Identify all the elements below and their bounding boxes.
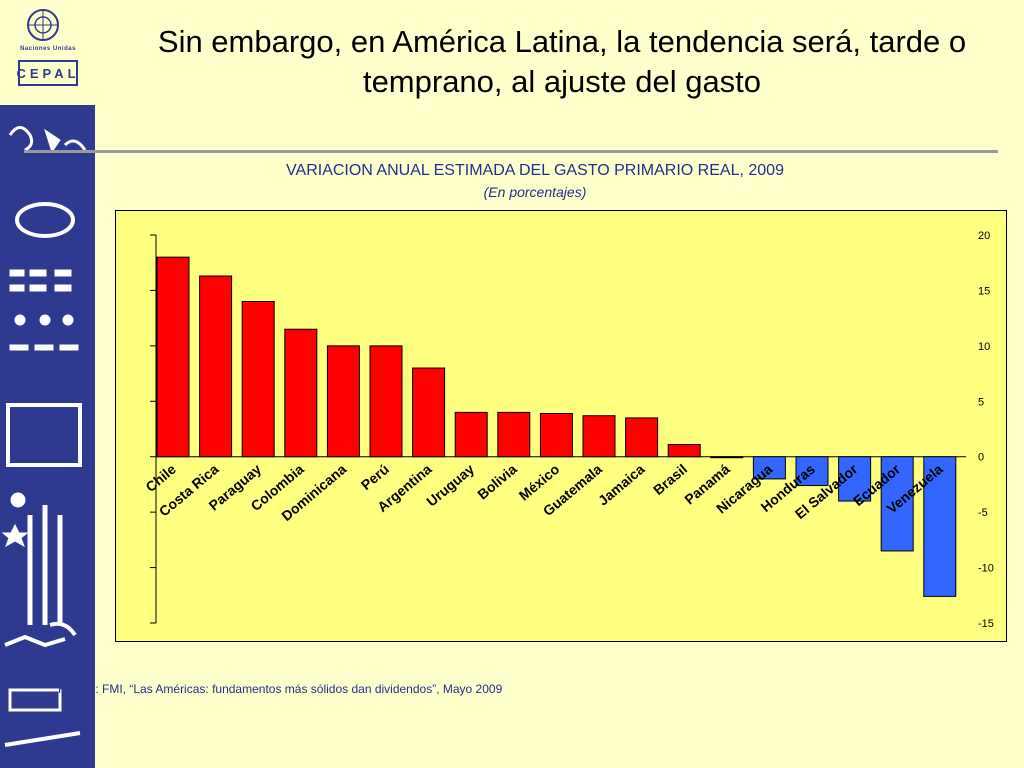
title-divider (24, 150, 998, 153)
y-tick-label: 5 (978, 396, 984, 408)
bar-paraguay (241, 301, 275, 458)
y-tick-label: 15 (978, 285, 990, 297)
y-tick-label: -15 (978, 618, 994, 630)
y-tick-label: -5 (978, 507, 988, 519)
y-tick-label: 0 (978, 452, 984, 464)
category-label: Chile (142, 461, 179, 495)
bar-dominicana (326, 345, 360, 458)
bar-méxico (539, 412, 573, 458)
bar-uruguay (454, 411, 488, 458)
bar-costa-rica (199, 275, 233, 458)
y-tick-label: -10 (978, 563, 994, 575)
pre-columbian-glyphs-decoration (1, 126, 87, 747)
source-text: FMI, “Las Américas: fundamentos más sóli… (102, 682, 503, 696)
category-label: Bolivia (474, 461, 520, 503)
bar-brasil (667, 444, 701, 458)
bar-colombia (284, 328, 318, 458)
category-label: Jamaica (595, 461, 648, 509)
bar-argentina (412, 367, 446, 458)
bar-nicaragua (752, 456, 786, 480)
bar-venezuela (923, 456, 957, 597)
category-label: Uruguay (423, 461, 477, 510)
chart-frame: 20 15 10 5 0 -5 -10 -15 Chile Costa Rica Paraguay C… (115, 210, 1007, 642)
bar-bolivia (497, 411, 531, 458)
cepal-logo: CEPAL (16, 60, 78, 86)
chart-title: VARIACION ANUAL ESTIMADA DEL GASTO PRIMA… (286, 162, 784, 179)
source-label: Fuente: (58, 682, 99, 696)
bar-guatemala (582, 415, 616, 458)
bar-honduras (795, 456, 829, 487)
y-tick-label: 20 (978, 230, 990, 242)
bar-jamaica (625, 417, 659, 458)
bar-el-salvador (838, 456, 872, 502)
un-emblem-icon (27, 9, 59, 41)
org-name: Naciones Unidas (20, 46, 76, 52)
chart-subtitle: (En porcentajes) (483, 184, 587, 200)
bar-ecuador (880, 456, 914, 552)
category-label: Perú (358, 461, 392, 493)
bar-chile (156, 256, 190, 458)
bar-perú (369, 345, 403, 458)
bar-panamá (710, 456, 744, 459)
logo-area: Naciones Unidas CEPAL (0, 0, 95, 105)
slide-title: Sin embargo, en América Latina, la tende… (157, 24, 967, 99)
y-tick-label: 10 (978, 341, 990, 353)
source-note: Fuente: FMI, “Las Américas: fundamentos … (58, 682, 502, 696)
